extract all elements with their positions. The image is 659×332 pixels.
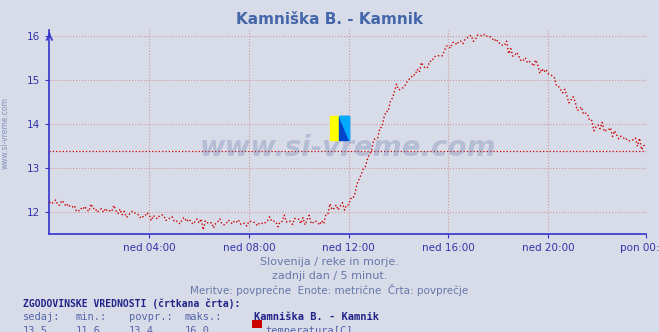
Text: temperatura[C]: temperatura[C] [266, 326, 353, 332]
Text: Slovenija / reke in morje.: Slovenija / reke in morje. [260, 257, 399, 267]
Bar [330, 116, 339, 140]
Text: zadnji dan / 5 minut.: zadnji dan / 5 minut. [272, 271, 387, 281]
Polygon shape [339, 116, 349, 140]
Text: povpr.:: povpr.: [129, 312, 172, 322]
Text: Kamniška B. - Kamnik: Kamniška B. - Kamnik [254, 312, 379, 322]
Text: sedaj:: sedaj: [23, 312, 61, 322]
Text: 13,4: 13,4 [129, 326, 154, 332]
Text: ZGODOVINSKE VREDNOSTI (črtkana črta):: ZGODOVINSKE VREDNOSTI (črtkana črta): [23, 299, 241, 309]
Text: 11,6: 11,6 [76, 326, 101, 332]
Bar [339, 116, 349, 140]
Text: 16,0: 16,0 [185, 326, 210, 332]
Text: Kamniška B. - Kamnik: Kamniška B. - Kamnik [236, 12, 423, 27]
Text: maks.:: maks.: [185, 312, 222, 322]
Text: 13,5: 13,5 [23, 326, 48, 332]
Text: Meritve: povprečne  Enote: metrične  Črta: povprečje: Meritve: povprečne Enote: metrične Črta:… [190, 284, 469, 296]
Text: min.:: min.: [76, 312, 107, 322]
Text: www.si-vreme.com: www.si-vreme.com [200, 134, 496, 162]
Text: www.si-vreme.com: www.si-vreme.com [1, 97, 10, 169]
